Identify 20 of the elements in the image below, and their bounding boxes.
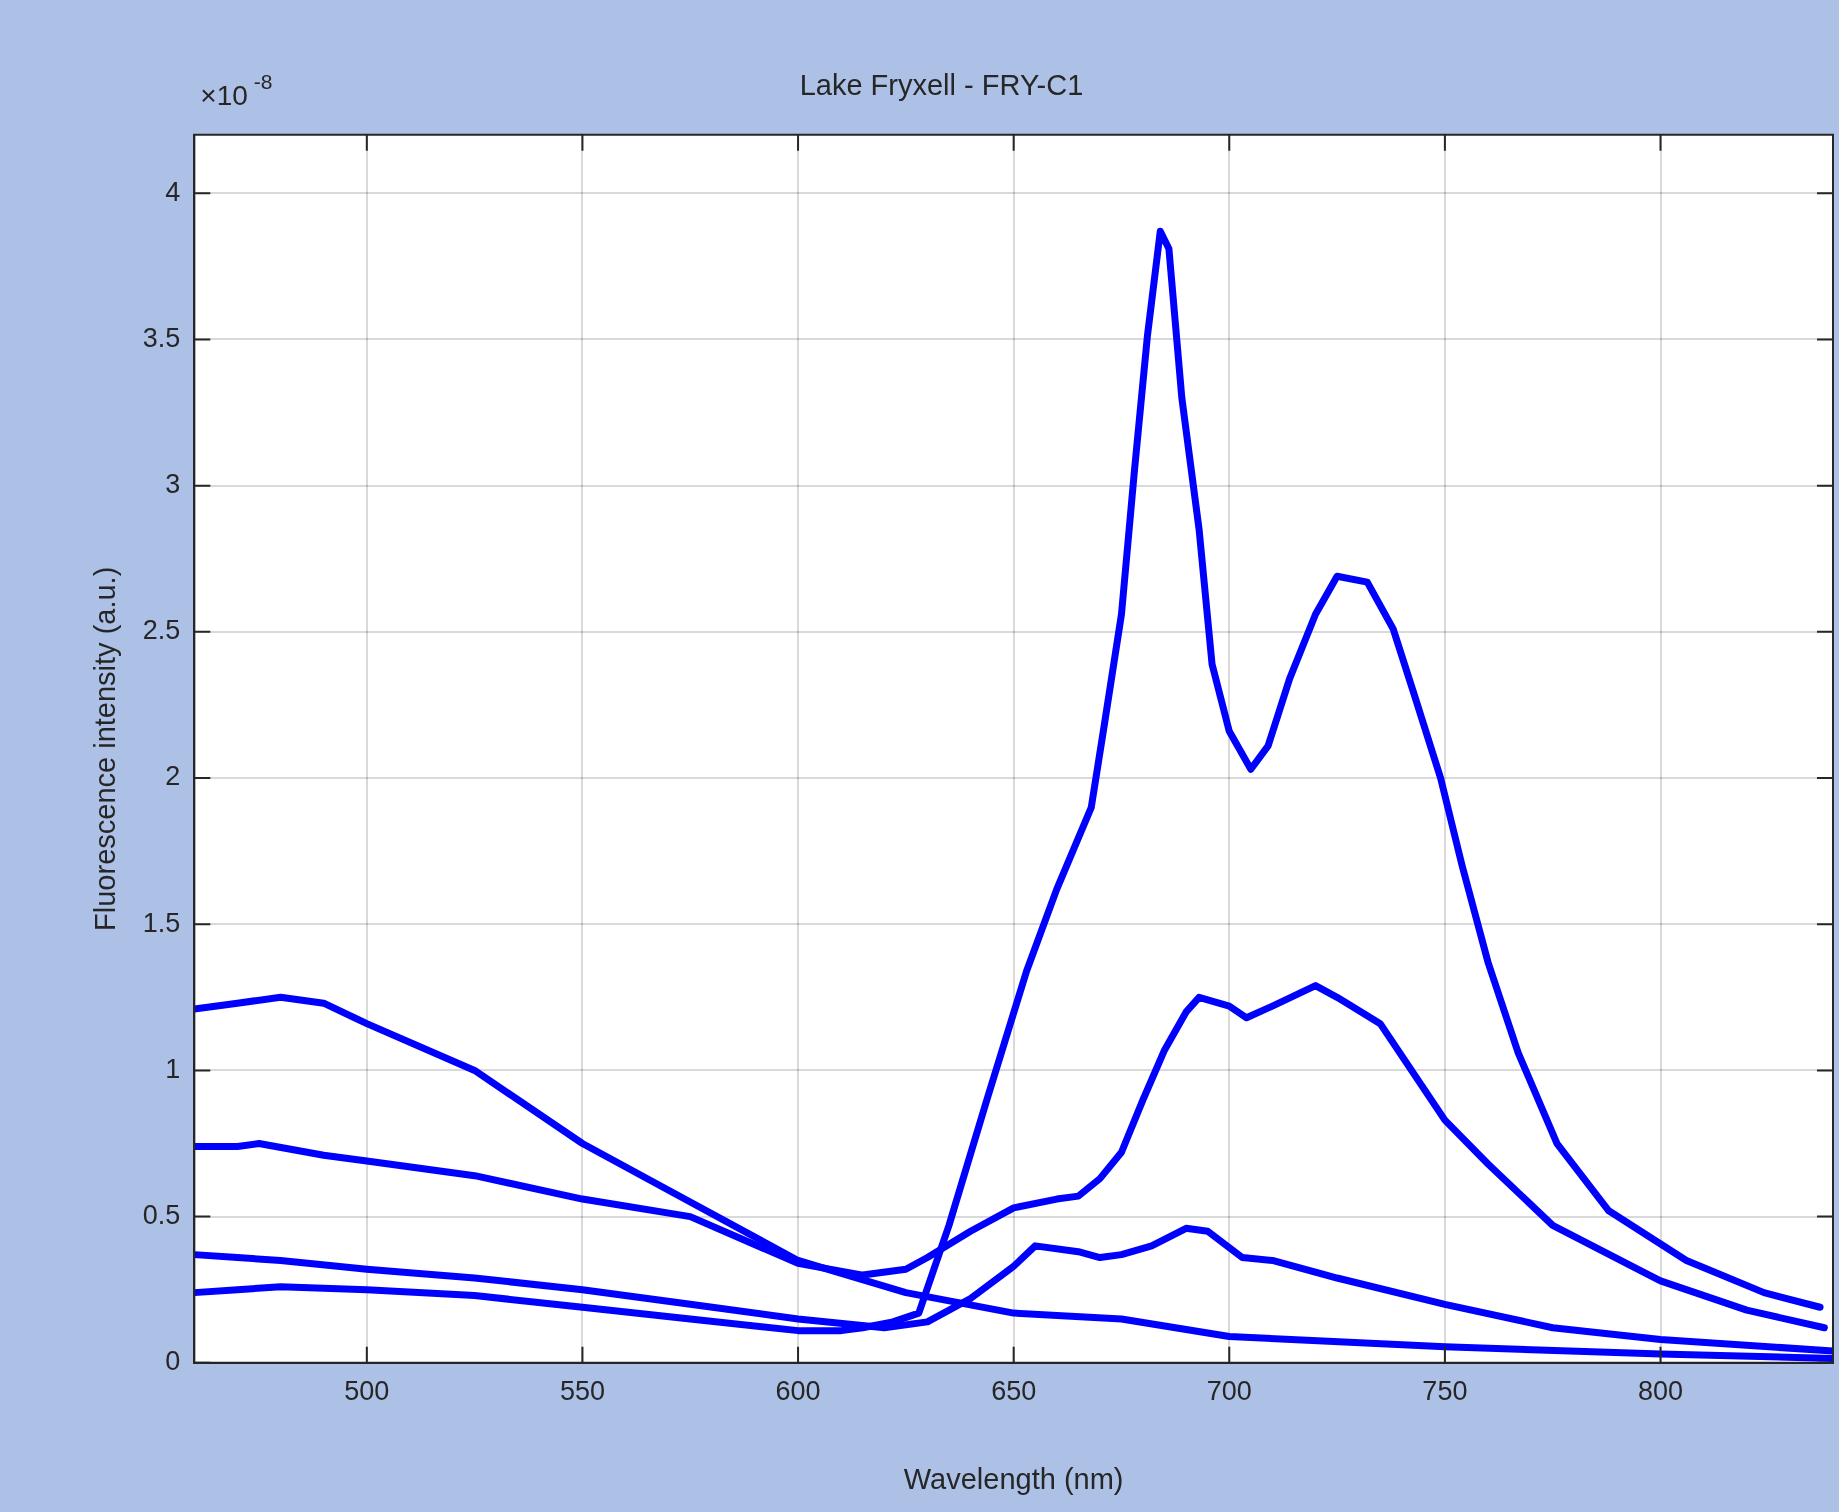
- y-tick-label: 2.5: [142, 615, 181, 646]
- x-tick-label: 550: [559, 1376, 605, 1407]
- x-tick-label: 700: [1206, 1376, 1252, 1407]
- y-tick-label: 0: [165, 1346, 181, 1377]
- y-tick-label: 4: [165, 176, 181, 207]
- x-tick-label: 650: [991, 1376, 1037, 1407]
- y-tick-label: 3: [165, 469, 181, 500]
- x-axis-title: Wavelength (nm): [903, 1462, 1124, 1495]
- y-tick-label: 1: [165, 1053, 181, 1084]
- x-tick-label: 800: [1637, 1376, 1684, 1407]
- y-tick-label: 1.5: [142, 907, 181, 938]
- x-tick-label: 500: [344, 1376, 390, 1407]
- chart-title: Lake Fryxell - FRY-C1: [799, 69, 1084, 102]
- y-axis-title: Fluorescence intensity (a.u.): [89, 566, 122, 931]
- y-tick-label: 0.5: [142, 1200, 181, 1231]
- x-tick-label: 600: [775, 1376, 821, 1407]
- y-tick-label: 3.5: [142, 322, 181, 353]
- x-tick-label: 750: [1422, 1376, 1468, 1407]
- text: ×10-8: [200, 70, 273, 111]
- y-tick-label: 2: [165, 761, 181, 792]
